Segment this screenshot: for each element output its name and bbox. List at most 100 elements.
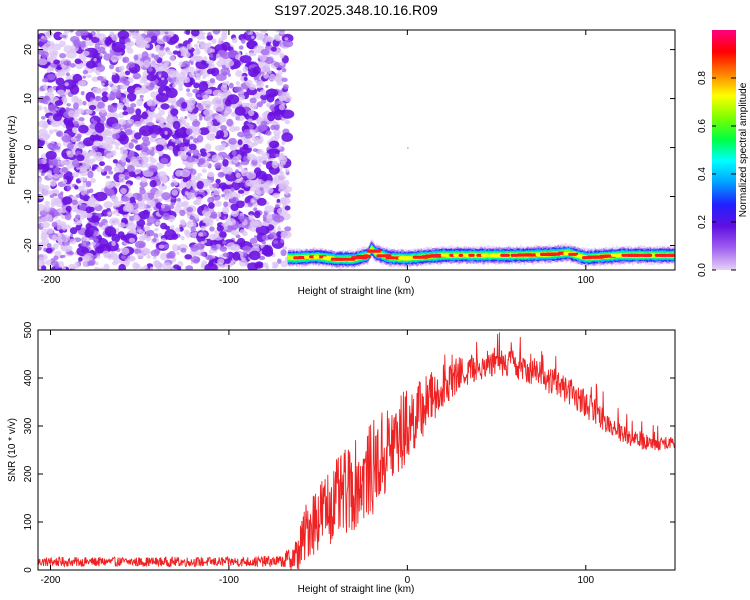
colorbar-tick-label: 0.0 <box>697 263 708 277</box>
noise-blob <box>172 244 179 252</box>
noise-blob <box>166 255 170 259</box>
noise-blob <box>118 65 125 72</box>
noise-blob <box>240 38 246 44</box>
noise-blob <box>44 201 50 205</box>
noise-blob <box>154 54 159 61</box>
noise-blob <box>57 192 64 200</box>
noise-blob <box>152 238 157 243</box>
noise-blob <box>182 195 186 200</box>
noise-blob <box>82 260 88 265</box>
noise-blob <box>64 212 72 221</box>
noise-blob <box>277 71 283 76</box>
noise-blob <box>170 201 176 206</box>
noise-blob <box>272 192 280 199</box>
noise-blob <box>260 48 270 56</box>
noise-blob <box>120 187 127 195</box>
noise-blob <box>188 150 193 154</box>
snr-line <box>38 332 675 570</box>
noise-blob <box>104 222 109 227</box>
noise-blob <box>186 92 191 97</box>
noise-blob <box>72 159 80 167</box>
noise-blob <box>55 72 61 77</box>
noise-blob <box>193 43 199 48</box>
noise-blob <box>48 129 54 135</box>
noise-blob <box>126 192 134 198</box>
noise-blob <box>94 238 99 243</box>
noise-blob <box>224 258 231 264</box>
noise-blob <box>193 55 204 62</box>
noise-blob <box>160 157 169 164</box>
noise-blob <box>276 198 281 203</box>
noise-blob <box>111 123 122 130</box>
noise-blob <box>149 179 157 188</box>
noise-blob <box>141 51 149 59</box>
noise-blob <box>249 97 257 104</box>
noise-blob <box>41 115 46 120</box>
noise-blob <box>234 126 241 132</box>
noise-blob <box>249 237 258 245</box>
noise-blob <box>139 94 144 99</box>
noise-blob <box>240 77 245 81</box>
noise-blob <box>147 66 153 72</box>
y-tick-label: 0 <box>23 567 34 573</box>
noise-blob <box>181 101 188 109</box>
noise-blob <box>230 187 235 192</box>
noise-blob <box>217 171 225 178</box>
noise-blob <box>157 127 163 132</box>
noise-blob <box>51 221 58 228</box>
noise-blob <box>134 87 142 95</box>
noise-blob <box>284 226 292 232</box>
noise-blob <box>192 128 202 136</box>
noise-blob <box>104 136 115 145</box>
noise-blob <box>280 239 285 244</box>
noise-blob <box>41 35 45 39</box>
noise-blob <box>62 265 66 270</box>
noise-blob <box>158 46 165 51</box>
noise-blob <box>155 144 164 152</box>
noise-blob <box>38 246 42 251</box>
noise-blob <box>254 235 257 239</box>
noise-blob <box>109 64 115 70</box>
noise-blob <box>46 40 51 44</box>
noise-blob <box>210 244 218 251</box>
noise-blob <box>120 148 128 156</box>
noise-blob <box>243 124 249 130</box>
noise-blob <box>53 51 57 55</box>
noise-blob <box>225 218 237 226</box>
noise-blob <box>190 244 199 252</box>
noise-blob <box>204 115 213 121</box>
noise-blob <box>38 253 48 261</box>
noise-blob <box>91 145 100 151</box>
noise-blob <box>192 219 197 223</box>
noise-blob <box>55 146 61 150</box>
noise-blob <box>182 51 191 58</box>
noise-blob <box>106 152 112 160</box>
noise-blob <box>242 179 246 183</box>
noise-blob <box>152 260 161 268</box>
noise-blob <box>209 217 214 223</box>
noise-blob <box>144 81 150 87</box>
noise-blob <box>235 234 241 239</box>
noise-blob <box>47 73 56 81</box>
noise-blob <box>69 30 74 33</box>
noise-blob <box>136 228 142 234</box>
noise-blob <box>113 200 122 208</box>
noise-blob <box>264 205 275 213</box>
noise-blob <box>146 199 156 206</box>
noise-blob <box>127 165 135 173</box>
noise-blob <box>111 261 118 266</box>
noise-blob <box>259 54 267 62</box>
noise-blob <box>227 73 231 77</box>
noise-blob <box>54 250 62 257</box>
noise-blob <box>111 71 117 76</box>
noise-blob <box>64 224 71 230</box>
noise-blob <box>190 255 200 263</box>
signal-core <box>313 255 320 259</box>
noise-blob <box>208 172 215 178</box>
noise-blob <box>43 185 50 191</box>
noise-blob <box>107 81 113 85</box>
noise-blob <box>192 137 199 144</box>
noise-blob <box>282 95 292 103</box>
noise-blob <box>275 36 281 42</box>
noise-blob <box>82 69 89 75</box>
